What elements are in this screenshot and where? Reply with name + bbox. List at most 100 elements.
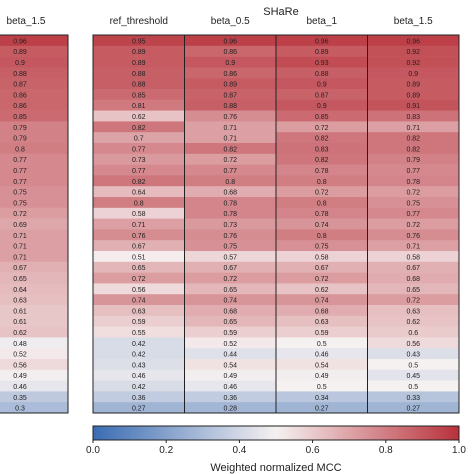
colorbar-segment [218,426,222,440]
colorbar-segment [346,426,350,440]
heatmap-cell [367,175,460,187]
colorbar-segment [355,426,359,440]
cell-value-label: 0.62 [315,287,329,294]
cell-value-label: 0.67 [132,244,146,251]
cell-value-label: 0.5 [317,341,327,348]
cell-value-label: 0.65 [406,287,420,294]
cell-value-label: 0.61 [13,308,27,315]
heatmap-cell [0,99,68,111]
heatmap-cell [93,56,185,68]
colorbar-segment [211,426,216,440]
cell-value-label: 0.89 [315,49,329,56]
heatmap-cell [93,132,185,144]
cell-value-label: 0.78 [315,168,329,175]
cell-value-label: 0.89 [132,60,146,67]
cell-value-label: 0.71 [406,244,420,251]
cell-value-label: 0.64 [13,287,27,294]
cell-value-label: 0.75 [315,244,329,251]
colorbar-segment [190,426,195,440]
cell-value-label: 0.86 [223,49,237,56]
cell-value-label: 0.78 [406,179,420,186]
colorbar-segment [413,426,417,440]
cell-value-label: 0.49 [315,373,329,380]
colorbar-segment [425,426,429,440]
heatmap-cell [367,99,460,111]
heatmap-cell [184,197,277,209]
heatmap-cell [184,380,277,392]
heatmap-cell [0,337,68,349]
heatmap-cell [276,164,368,176]
colorbar-segment [178,426,182,440]
heatmap-cell [0,305,68,317]
heatmap-cell [0,240,68,252]
heatmap-cell [276,99,368,111]
colorbar-segment [117,426,121,440]
colorbar-segment [437,426,442,440]
colorbar-segment [291,426,295,440]
colorbar-tick-label: 0.8 [379,445,393,456]
cell-value-label: 0.5 [408,362,418,369]
colorbar-segment [230,426,234,440]
heatmap-cell [184,359,277,371]
heatmap-cell [184,132,277,144]
heatmap-cell [184,305,277,317]
cell-value-label: 0.74 [315,222,329,229]
colorbar-segment [279,426,283,440]
heatmap-cell [276,197,368,209]
cell-value-label: 0.6 [408,330,418,337]
colorbar-segment [410,426,414,440]
colorbar-segment [431,426,435,440]
cell-value-label: 0.73 [132,157,146,164]
cell-value-label: 0.74 [132,298,146,305]
colorbar-segment [327,426,332,440]
heatmap-cell [0,78,68,90]
heatmap-cell [0,402,68,414]
cell-value-label: 0.74 [223,298,237,305]
heatmap-cell [367,207,460,219]
heatmap-cell [0,35,68,47]
cell-value-label: 0.81 [132,103,146,110]
heatmap-cell [367,315,460,327]
heatmap-cell [0,67,68,79]
heatmap-cell [0,326,68,338]
colorbar-tick-label: 0.4 [232,445,246,456]
cell-value-label: 0.9 [317,103,327,110]
cell-value-label: 0.72 [406,298,420,305]
colorbar-tick-label: 0.2 [159,445,173,456]
cell-value-label: 0.42 [132,352,146,359]
heatmap-cell [276,67,368,79]
cell-value-label: 0.77 [223,168,237,175]
cell-value-label: 0.5 [317,384,327,391]
colorbar-segment [364,426,368,440]
colorbar-segment [333,426,338,440]
cell-value-label: 0.49 [223,373,237,380]
colorbar-segment [324,426,329,440]
cell-value-label: 0.96 [223,38,237,45]
heatmap-cell [276,121,368,133]
heatmap-cell [276,132,368,144]
heatmap-cell [93,99,185,111]
cell-value-label: 0.82 [406,136,420,143]
colorbar-segment [272,426,277,440]
heatmap-cell [184,337,277,349]
heatmap-cell [367,391,460,403]
heatmap-cell [367,283,460,295]
cell-value-label: 0.9 [225,60,235,67]
heatmap-cell [367,121,460,133]
cell-value-label: 0.74 [315,298,329,305]
heatmap-cell [93,272,185,284]
heatmap-cell [0,391,68,403]
cell-value-label: 0.54 [315,362,329,369]
cell-value-label: 0.71 [13,244,27,251]
heatmap-cell [0,110,68,122]
heatmap-cell [93,35,185,47]
heatmap-cell [184,45,277,57]
colorbar-tick-label: 0.0 [86,445,100,456]
cell-value-label: 0.93 [315,60,329,67]
colorbar-segment [440,426,445,440]
colorbar-segment [398,426,402,440]
colorbar-segment [157,426,161,440]
heatmap-cell [276,110,368,122]
heatmap-cell [93,391,185,403]
